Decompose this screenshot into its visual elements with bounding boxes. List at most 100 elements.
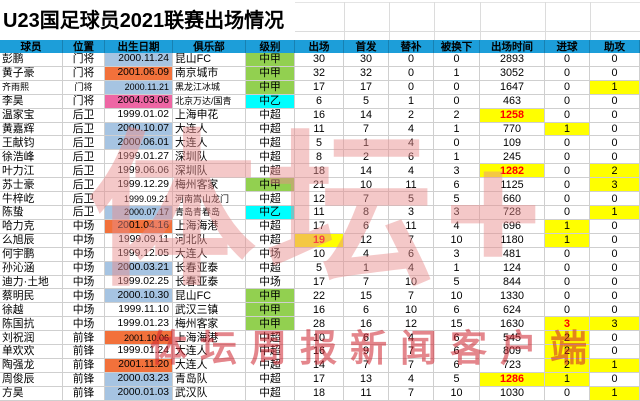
- cell-dob[interactable]: 1999.01.24: [105, 345, 173, 359]
- column-header-goals[interactable]: 进球: [545, 40, 590, 53]
- cell-starts[interactable]: 13: [344, 372, 389, 387]
- cell-apps[interactable]: 6: [295, 94, 344, 109]
- cell-club[interactable]: 梅州客家: [173, 178, 246, 193]
- cell-assists[interactable]: 1: [590, 205, 640, 220]
- column-header-position[interactable]: 位置: [63, 40, 105, 53]
- cell-assists[interactable]: 0: [590, 331, 640, 346]
- cell-subbed-off[interactable]: 10: [434, 289, 480, 304]
- cell-minutes[interactable]: 481: [480, 247, 545, 262]
- cell-subbed-off[interactable]: 0: [434, 94, 480, 109]
- cell-apps[interactable]: 10: [295, 247, 344, 262]
- cell-starts[interactable]: 1: [344, 136, 389, 151]
- cell-minutes[interactable]: 1030: [480, 386, 545, 401]
- cell-club[interactable]: 大连人: [173, 345, 246, 359]
- cell-club[interactable]: 昆山FC: [173, 53, 246, 67]
- cell-apps[interactable]: 11: [295, 205, 344, 220]
- cell-starts[interactable]: 6: [344, 331, 389, 346]
- cell-dob[interactable]: 2001.10.06: [105, 331, 173, 346]
- cell-apps[interactable]: 30: [295, 53, 344, 67]
- cell-level[interactable]: 中场: [246, 275, 295, 290]
- cell-level[interactable]: 中乙: [246, 205, 295, 220]
- cell-minutes[interactable]: 124: [480, 261, 545, 276]
- cell-assists[interactable]: 3: [590, 178, 640, 193]
- cell-goals[interactable]: 0: [545, 53, 590, 67]
- cell-sub[interactable]: 4: [389, 136, 434, 151]
- cell-position[interactable]: 门将: [63, 66, 105, 81]
- cell-position[interactable]: 后卫: [63, 136, 105, 151]
- cell-subbed-off[interactable]: 2: [434, 108, 480, 123]
- cell-apps[interactable]: 17: [295, 275, 344, 290]
- cell-level[interactable]: 中超: [246, 122, 295, 137]
- cell-sub[interactable]: 7: [389, 358, 434, 373]
- cell-club[interactable]: 上海海港: [173, 219, 246, 234]
- cell-club[interactable]: 大连人: [173, 247, 246, 262]
- cell-sub[interactable]: 0: [389, 66, 434, 81]
- cell-level[interactable]: 中超: [246, 358, 295, 373]
- cell-player[interactable]: 黄子豪: [0, 66, 63, 81]
- cell-minutes[interactable]: 660: [480, 192, 545, 206]
- cell-club[interactable]: 大连人: [173, 358, 246, 373]
- cell-dob[interactable]: 1999.12.05: [105, 247, 173, 262]
- cell-level[interactable]: 中甲: [246, 317, 295, 332]
- cell-dob[interactable]: 1999.02.25: [105, 275, 173, 290]
- cell-player[interactable]: 徐浩峰: [0, 150, 63, 165]
- cell-player[interactable]: 么旭辰: [0, 233, 63, 248]
- cell-apps[interactable]: 32: [295, 66, 344, 81]
- cell-starts[interactable]: 11: [344, 386, 389, 401]
- cell-minutes[interactable]: 696: [480, 219, 545, 234]
- cell-apps[interactable]: 11: [295, 122, 344, 137]
- cell-dob[interactable]: 1999.09.11: [105, 233, 173, 248]
- cell-subbed-off[interactable]: 0: [434, 80, 480, 95]
- cell-level[interactable]: 中甲: [246, 80, 295, 95]
- cell-assists[interactable]: 0: [590, 94, 640, 109]
- column-header-club[interactable]: 俱乐部: [173, 40, 246, 53]
- cell-assists[interactable]: 0: [590, 192, 640, 206]
- cell-minutes[interactable]: 1630: [480, 317, 545, 332]
- column-header-starts[interactable]: 首发: [344, 40, 389, 53]
- cell-level[interactable]: 中甲: [246, 289, 295, 304]
- cell-sub[interactable]: 2: [389, 108, 434, 123]
- cell-player[interactable]: 叶力江: [0, 164, 63, 179]
- cell-player[interactable]: 陈国抗: [0, 317, 63, 332]
- cell-player[interactable]: 牛梓屹: [0, 192, 63, 206]
- cell-club[interactable]: 青岛青春岛: [173, 205, 246, 220]
- cell-level[interactable]: 中甲: [246, 178, 295, 193]
- cell-dob[interactable]: 2000.10.30: [105, 289, 173, 304]
- cell-position[interactable]: 后卫: [63, 178, 105, 193]
- cell-goals[interactable]: 0: [545, 247, 590, 262]
- cell-position[interactable]: 中场: [63, 275, 105, 290]
- cell-position[interactable]: 后卫: [63, 108, 105, 123]
- cell-subbed-off[interactable]: 3: [434, 205, 480, 220]
- cell-sub[interactable]: 11: [389, 178, 434, 193]
- cell-club[interactable]: 南京城市: [173, 66, 246, 81]
- cell-subbed-off[interactable]: 4: [434, 219, 480, 234]
- cell-dob[interactable]: 1999.11.10: [105, 303, 173, 318]
- cell-player[interactable]: 陈蛰: [0, 205, 63, 220]
- cell-assists[interactable]: 0: [590, 219, 640, 234]
- cell-dob[interactable]: 2001.11.20: [105, 358, 173, 373]
- cell-level[interactable]: 中超: [246, 136, 295, 151]
- cell-starts[interactable]: 1: [344, 261, 389, 276]
- cell-player[interactable]: 单欢欢: [0, 345, 63, 359]
- cell-position[interactable]: 中场: [63, 219, 105, 234]
- cell-player[interactable]: 黄嘉辉: [0, 122, 63, 137]
- cell-position[interactable]: 后卫: [63, 164, 105, 179]
- cell-starts[interactable]: 6: [344, 219, 389, 234]
- cell-player[interactable]: 温家宝: [0, 108, 63, 123]
- cell-position[interactable]: 后卫: [63, 150, 105, 165]
- cell-club[interactable]: 武汉三镇: [173, 303, 246, 318]
- cell-apps[interactable]: 18: [295, 386, 344, 401]
- cell-club[interactable]: 北京万达/国青: [173, 94, 246, 109]
- cell-position[interactable]: 门将: [63, 80, 105, 95]
- cell-apps[interactable]: 12: [295, 192, 344, 206]
- cell-level[interactable]: 中超: [246, 345, 295, 359]
- cell-starts[interactable]: 14: [344, 108, 389, 123]
- cell-dob[interactable]: 1999.09.21: [105, 192, 173, 206]
- cell-sub[interactable]: 4: [389, 164, 434, 179]
- cell-level[interactable]: 中乙: [246, 94, 295, 109]
- cell-subbed-off[interactable]: 3: [434, 164, 480, 179]
- cell-starts[interactable]: 10: [344, 178, 389, 193]
- cell-apps[interactable]: 28: [295, 317, 344, 332]
- cell-goals[interactable]: 0: [545, 80, 590, 95]
- cell-assists[interactable]: 2: [590, 164, 640, 179]
